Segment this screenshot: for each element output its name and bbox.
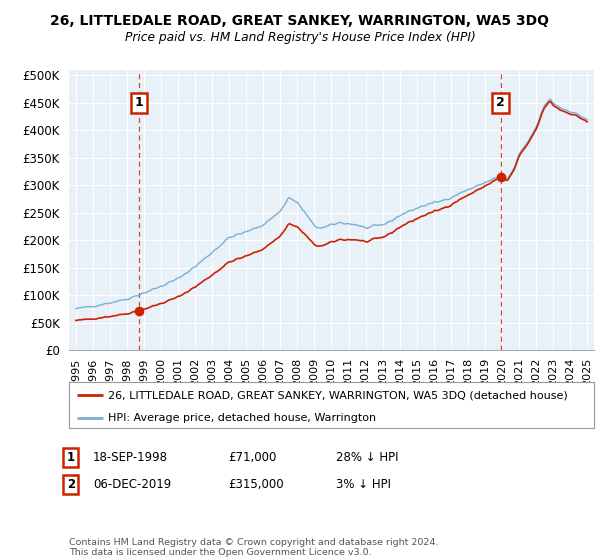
Text: 1: 1 — [67, 451, 75, 464]
Text: 2: 2 — [67, 478, 75, 491]
Text: 18-SEP-1998: 18-SEP-1998 — [93, 451, 168, 464]
Text: 28% ↓ HPI: 28% ↓ HPI — [336, 451, 398, 464]
Text: 06-DEC-2019: 06-DEC-2019 — [93, 478, 171, 491]
Text: Contains HM Land Registry data © Crown copyright and database right 2024.
This d: Contains HM Land Registry data © Crown c… — [69, 538, 439, 557]
Text: £315,000: £315,000 — [228, 478, 284, 491]
Text: £71,000: £71,000 — [228, 451, 277, 464]
Text: 2: 2 — [496, 96, 505, 109]
Text: 1: 1 — [135, 96, 143, 109]
Text: 26, LITTLEDALE ROAD, GREAT SANKEY, WARRINGTON, WA5 3DQ (detached house): 26, LITTLEDALE ROAD, GREAT SANKEY, WARRI… — [109, 390, 568, 400]
Text: 3% ↓ HPI: 3% ↓ HPI — [336, 478, 391, 491]
Text: Price paid vs. HM Land Registry's House Price Index (HPI): Price paid vs. HM Land Registry's House … — [125, 31, 475, 44]
Text: 26, LITTLEDALE ROAD, GREAT SANKEY, WARRINGTON, WA5 3DQ: 26, LITTLEDALE ROAD, GREAT SANKEY, WARRI… — [50, 14, 550, 28]
Text: HPI: Average price, detached house, Warrington: HPI: Average price, detached house, Warr… — [109, 413, 377, 423]
